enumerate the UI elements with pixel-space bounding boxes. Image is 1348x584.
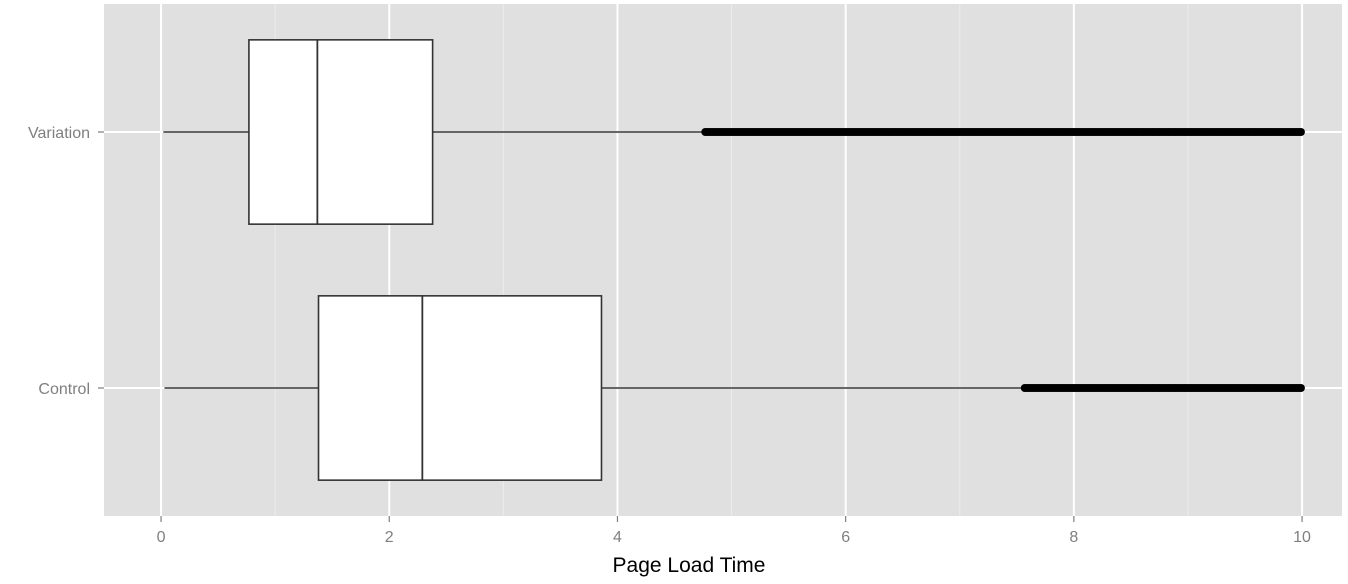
outlier-point [1296,384,1305,392]
x-tick-label: 6 [841,529,850,546]
iqr-box [317,295,603,481]
y-tick-label: Control [38,381,90,398]
box-series [163,39,1305,481]
x-tick-label: 10 [1293,529,1311,546]
x-axis-title: Page Load Time [613,554,766,577]
y-axis: Variation Control [28,125,104,398]
x-tick-label: 4 [613,529,622,546]
x-axis: 0 2 4 6 8 10 [157,516,1311,546]
box-control [164,295,1305,481]
iqr-box [248,39,434,225]
outlier-point [1296,128,1305,136]
box-variation [163,39,1305,225]
x-tick-label: 0 [157,529,166,546]
x-tick-label: 2 [385,529,394,546]
x-tick-label: 8 [1069,529,1078,546]
y-tick-label: Variation [28,125,90,142]
